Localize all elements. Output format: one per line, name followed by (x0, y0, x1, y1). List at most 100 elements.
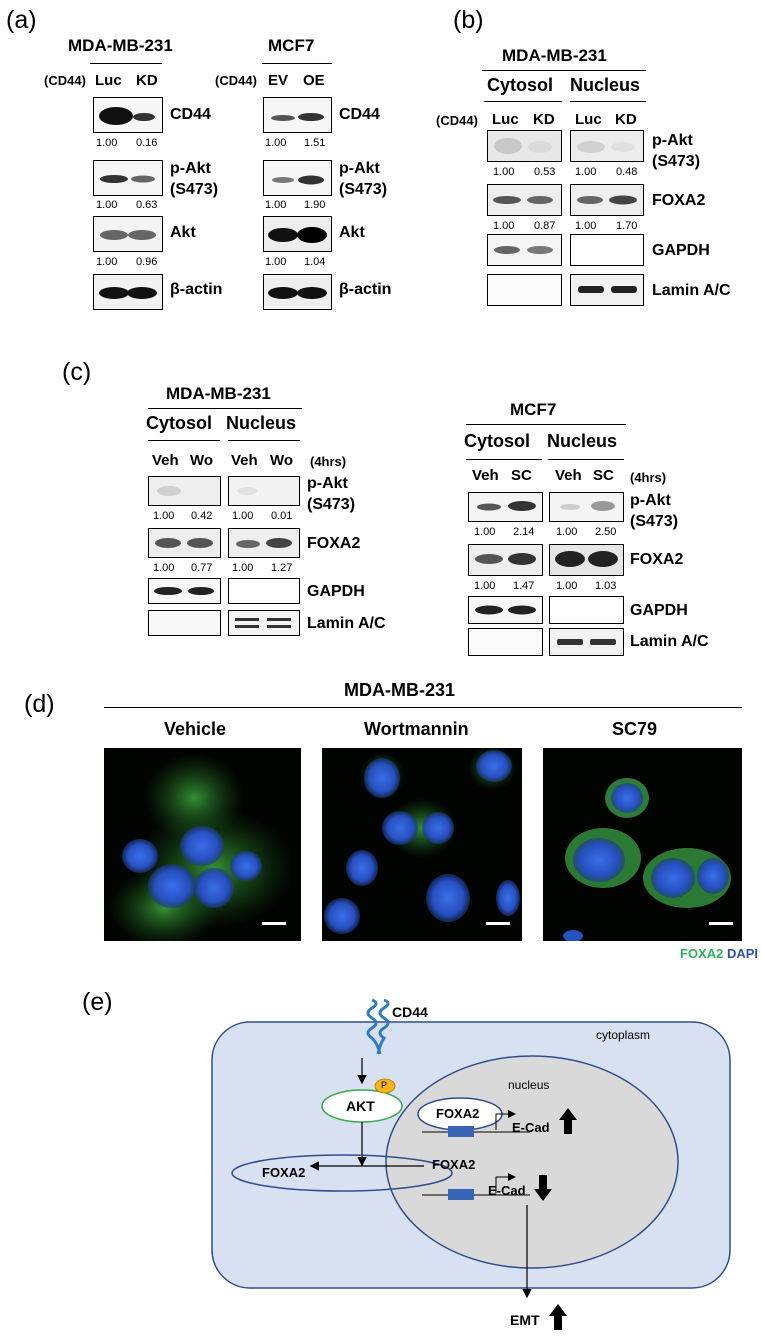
panel-e-label: (e) (82, 988, 113, 1016)
micrograph-wortmannin (322, 748, 522, 941)
lane-label: Veh (152, 452, 179, 469)
time-label: (4hrs) (310, 454, 347, 469)
foxa2-shuttle-ellipse (231, 1154, 453, 1192)
quant-value: 0.96 (136, 256, 158, 268)
quant-value: 1.00 (232, 562, 254, 574)
phospho-label: P (381, 1080, 388, 1090)
protein-label: p-Akt (630, 492, 671, 509)
lane-label: Wo (270, 452, 294, 469)
legend-foxa2: FOXA2 (680, 946, 724, 961)
panel-a-right-cond: (CD44) (215, 73, 257, 88)
quant-value: 1.00 (575, 220, 597, 232)
western-blot-band (263, 216, 332, 252)
micrograph-vehicle (104, 748, 301, 941)
protein-label: p-Akt (652, 132, 693, 149)
western-blot-band (570, 184, 644, 216)
panel-a-left-cond: (CD44) (44, 73, 86, 88)
lane-label: Veh (472, 467, 499, 484)
lane-label: OE (303, 72, 325, 89)
quant-value: 1.00 (474, 526, 496, 538)
condition-wortmannin: Wortmannin (364, 719, 469, 739)
emt-label: EMT (510, 1312, 540, 1328)
cd44-receptor-icon (376, 998, 390, 1055)
western-blot-band (148, 528, 221, 558)
lane-label: SC (593, 467, 614, 484)
western-blot-band (263, 97, 332, 133)
down-arrow-icon (534, 1175, 552, 1201)
ecad-down-label: E-Cad (488, 1183, 526, 1198)
panel-b-label: (b) (453, 6, 484, 34)
transcription-arrow-top (495, 1110, 516, 1130)
western-blot-band (549, 492, 624, 522)
panel-b-underline (482, 70, 646, 71)
quant-value: 1.27 (271, 562, 293, 574)
quant-value: 0.77 (191, 562, 213, 574)
protein-label: FOXA2 (630, 551, 684, 568)
panel-d-title: MDA-MB-231 (344, 680, 456, 700)
protein-label: CD44 (339, 106, 380, 123)
quant-value: 0.16 (136, 137, 158, 149)
western-blot-band (570, 274, 644, 306)
western-blot-band (228, 476, 300, 506)
quant-value: 1.00 (265, 199, 287, 211)
quant-value: 1.47 (513, 580, 535, 592)
quant-value: 1.03 (595, 580, 617, 592)
condition-sc79: SC79 (612, 719, 658, 739)
western-blot-band (93, 216, 163, 252)
western-blot-band (263, 274, 332, 310)
western-blot-band (487, 234, 562, 266)
nucleus-underline (228, 440, 300, 441)
panel-c-right-underline (466, 424, 626, 425)
western-blot-band (487, 130, 562, 162)
protein-label: β-actin (339, 281, 392, 298)
lane-label: EV (268, 72, 289, 89)
quant-value: 1.00 (153, 562, 175, 574)
lane-label: Veh (555, 467, 582, 484)
western-blot-band (468, 596, 543, 624)
emt-up-arrow-icon (549, 1304, 567, 1330)
protein-label: β-actin (170, 281, 223, 298)
lane-label: Luc (575, 111, 602, 128)
up-arrow-icon (559, 1108, 577, 1134)
protein-label: Lamin A/C (307, 615, 386, 632)
panel-c-left-title: MDA-MB-231 (166, 384, 271, 403)
quant-value: 1.00 (556, 526, 578, 538)
lane-label: Luc (95, 72, 122, 89)
panel-d-label: (d) (24, 690, 55, 718)
cytosol-header: Cytosol (464, 431, 531, 451)
protein-label: Akt (339, 224, 365, 241)
western-blot-band (487, 184, 562, 216)
western-blot-band (93, 160, 163, 196)
quant-value: 2.14 (513, 526, 535, 538)
lane-label: KD (136, 72, 158, 89)
panel-a-label: (a) (6, 6, 37, 34)
protein-label: FOXA2 (307, 535, 361, 552)
quant-value: 1.51 (304, 137, 326, 149)
western-blot-empty (570, 234, 644, 266)
lane-label: KD (533, 111, 555, 128)
quant-value: 1.04 (304, 256, 326, 268)
western-blot-band (570, 130, 644, 162)
quant-value: 1.70 (616, 220, 638, 232)
lane-label: Luc (492, 111, 519, 128)
western-blot-empty (487, 274, 562, 306)
protein-label: p-Akt (339, 160, 380, 177)
protein-label-sub: (S473) (170, 181, 219, 198)
nucleus-label: nucleus (508, 1078, 550, 1092)
protein-label: p-Akt (170, 160, 211, 177)
quant-value: 1.00 (96, 256, 118, 268)
western-blot-band (93, 97, 163, 133)
quant-value: 1.00 (96, 137, 118, 149)
western-blot-band (93, 274, 163, 310)
panel-b-title: MDA-MB-231 (502, 46, 607, 65)
legend: FOXA2 DAPI (680, 946, 758, 961)
western-blot-band (228, 528, 300, 558)
quant-value: 0.48 (616, 166, 638, 178)
nucleus-header: Nucleus (547, 431, 618, 451)
western-blot-empty (148, 610, 221, 636)
foxa2-cytosol-label: FOXA2 (262, 1165, 306, 1180)
nucleus-underline (548, 459, 624, 460)
quant-value: 1.00 (153, 510, 175, 522)
quant-value: 1.00 (232, 510, 254, 522)
